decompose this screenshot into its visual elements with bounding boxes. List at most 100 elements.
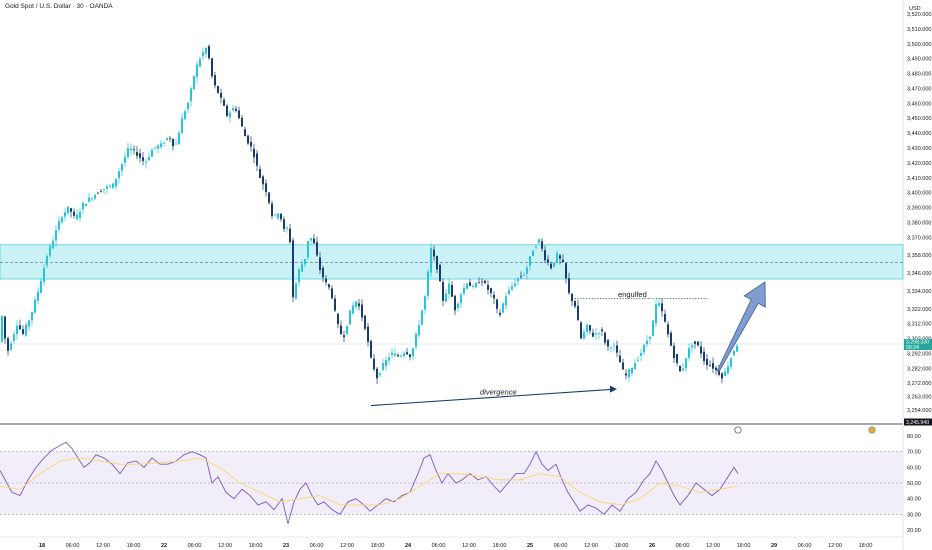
candle-body <box>601 329 603 332</box>
candle-body <box>250 141 252 147</box>
time-tick-label: 18:00 <box>737 543 751 549</box>
candle-body <box>463 287 465 294</box>
candle-body <box>538 239 540 243</box>
divergence-line <box>370 388 614 407</box>
candle-body <box>670 332 672 346</box>
price-tick-label: 3,460.000 <box>907 101 931 107</box>
candle-body <box>379 373 381 376</box>
candle-body <box>172 138 174 147</box>
candle-body <box>595 333 597 335</box>
candle-body <box>292 240 294 298</box>
candle-body <box>205 47 207 54</box>
candle-body <box>163 143 165 144</box>
time-tick-label: 06:00 <box>676 543 690 549</box>
candle-body <box>253 148 255 158</box>
candle-body <box>7 338 9 351</box>
candle-body <box>721 373 723 379</box>
candle-body <box>559 255 561 259</box>
candle-body <box>130 148 132 151</box>
price-tick-label: 3,480.000 <box>907 72 931 78</box>
candle-body <box>673 345 675 359</box>
candle-body <box>421 310 423 325</box>
candle-body <box>226 105 228 116</box>
candle-body <box>397 355 399 357</box>
candle-body <box>664 314 666 322</box>
rsi-tick-label: 80.00 <box>907 434 921 440</box>
candle-body <box>685 358 687 369</box>
candle-body <box>520 276 522 278</box>
candle-body <box>316 242 318 256</box>
candle-body <box>505 296 507 306</box>
candle-body <box>67 206 69 214</box>
candle-body <box>151 149 153 157</box>
candle-body <box>403 352 405 356</box>
time-tick-label: 18:00 <box>371 543 385 549</box>
candle-body <box>679 365 681 372</box>
candle-body <box>193 75 195 90</box>
candle-body <box>325 278 327 283</box>
candle-body <box>442 282 444 301</box>
candle-body <box>64 212 66 217</box>
price-tick-label: 3,410.000 <box>907 176 931 182</box>
candle-body <box>187 102 189 110</box>
candle-body <box>184 111 186 120</box>
candle-body <box>166 138 168 140</box>
candle-body <box>478 282 480 284</box>
candle-body <box>289 228 291 243</box>
candle-body <box>535 246 537 248</box>
rsi-tick-label: 50.00 <box>907 481 921 487</box>
candle-body <box>277 213 279 219</box>
candle-body <box>37 291 39 301</box>
candle-body <box>580 322 582 339</box>
candle-body <box>727 366 729 374</box>
candle-body <box>19 325 21 330</box>
candle-body <box>427 271 429 296</box>
candle-body <box>550 263 552 269</box>
candle-body <box>268 192 270 203</box>
candle-body <box>61 217 63 223</box>
candle-body <box>625 373 627 376</box>
candle-body <box>103 188 105 190</box>
price-tick-label: 3,390.000 <box>907 206 931 212</box>
rsi-tick-label: 70.00 <box>907 450 921 456</box>
candle-body <box>4 316 6 339</box>
candle-body <box>313 238 315 244</box>
candle-body <box>412 348 414 357</box>
candle-body <box>328 284 330 288</box>
candle-body <box>301 264 303 272</box>
rsi-tick-label: 40.00 <box>907 497 921 503</box>
close-price-tag <box>904 418 932 426</box>
candle-body <box>718 370 720 375</box>
candle-body <box>547 259 549 263</box>
candle-body <box>40 280 42 293</box>
candle-body <box>652 320 654 336</box>
candle-body <box>97 192 99 194</box>
price-tick-label: 3,263.000 <box>907 395 931 401</box>
time-tick-label: 06:00 <box>798 543 812 549</box>
candle-body <box>154 147 156 148</box>
price-tick-label: 3,334.000 <box>907 289 931 295</box>
candle-body <box>232 108 234 111</box>
candle-body <box>646 340 648 345</box>
candle-body <box>709 364 711 366</box>
candle-body <box>295 283 297 299</box>
candle-body <box>259 168 261 178</box>
candle-body <box>496 299 498 309</box>
candle-body <box>574 301 576 307</box>
candle-body <box>28 320 30 327</box>
time-tick-label: 23 <box>283 543 289 549</box>
price-tick-label: 3,282.000 <box>907 366 931 372</box>
candle-body <box>643 344 645 353</box>
divergence-label: divergence <box>480 387 517 396</box>
time-tick-label: 12:00 <box>96 543 110 549</box>
candle-body <box>700 346 702 354</box>
candle-body <box>298 269 300 283</box>
price-tick-label: 3,322.000 <box>907 307 931 313</box>
candle-body <box>544 250 546 261</box>
price-tick-label: 3,370.000 <box>907 235 931 241</box>
candle-body <box>733 350 735 356</box>
candle-body <box>415 333 417 347</box>
time-tick-label: 06:00 <box>66 543 80 549</box>
candle-body <box>25 324 27 336</box>
